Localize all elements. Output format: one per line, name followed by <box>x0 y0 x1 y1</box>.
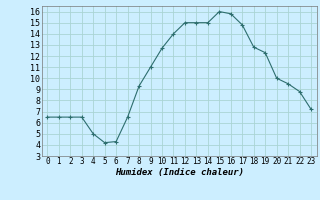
X-axis label: Humidex (Indice chaleur): Humidex (Indice chaleur) <box>115 168 244 177</box>
